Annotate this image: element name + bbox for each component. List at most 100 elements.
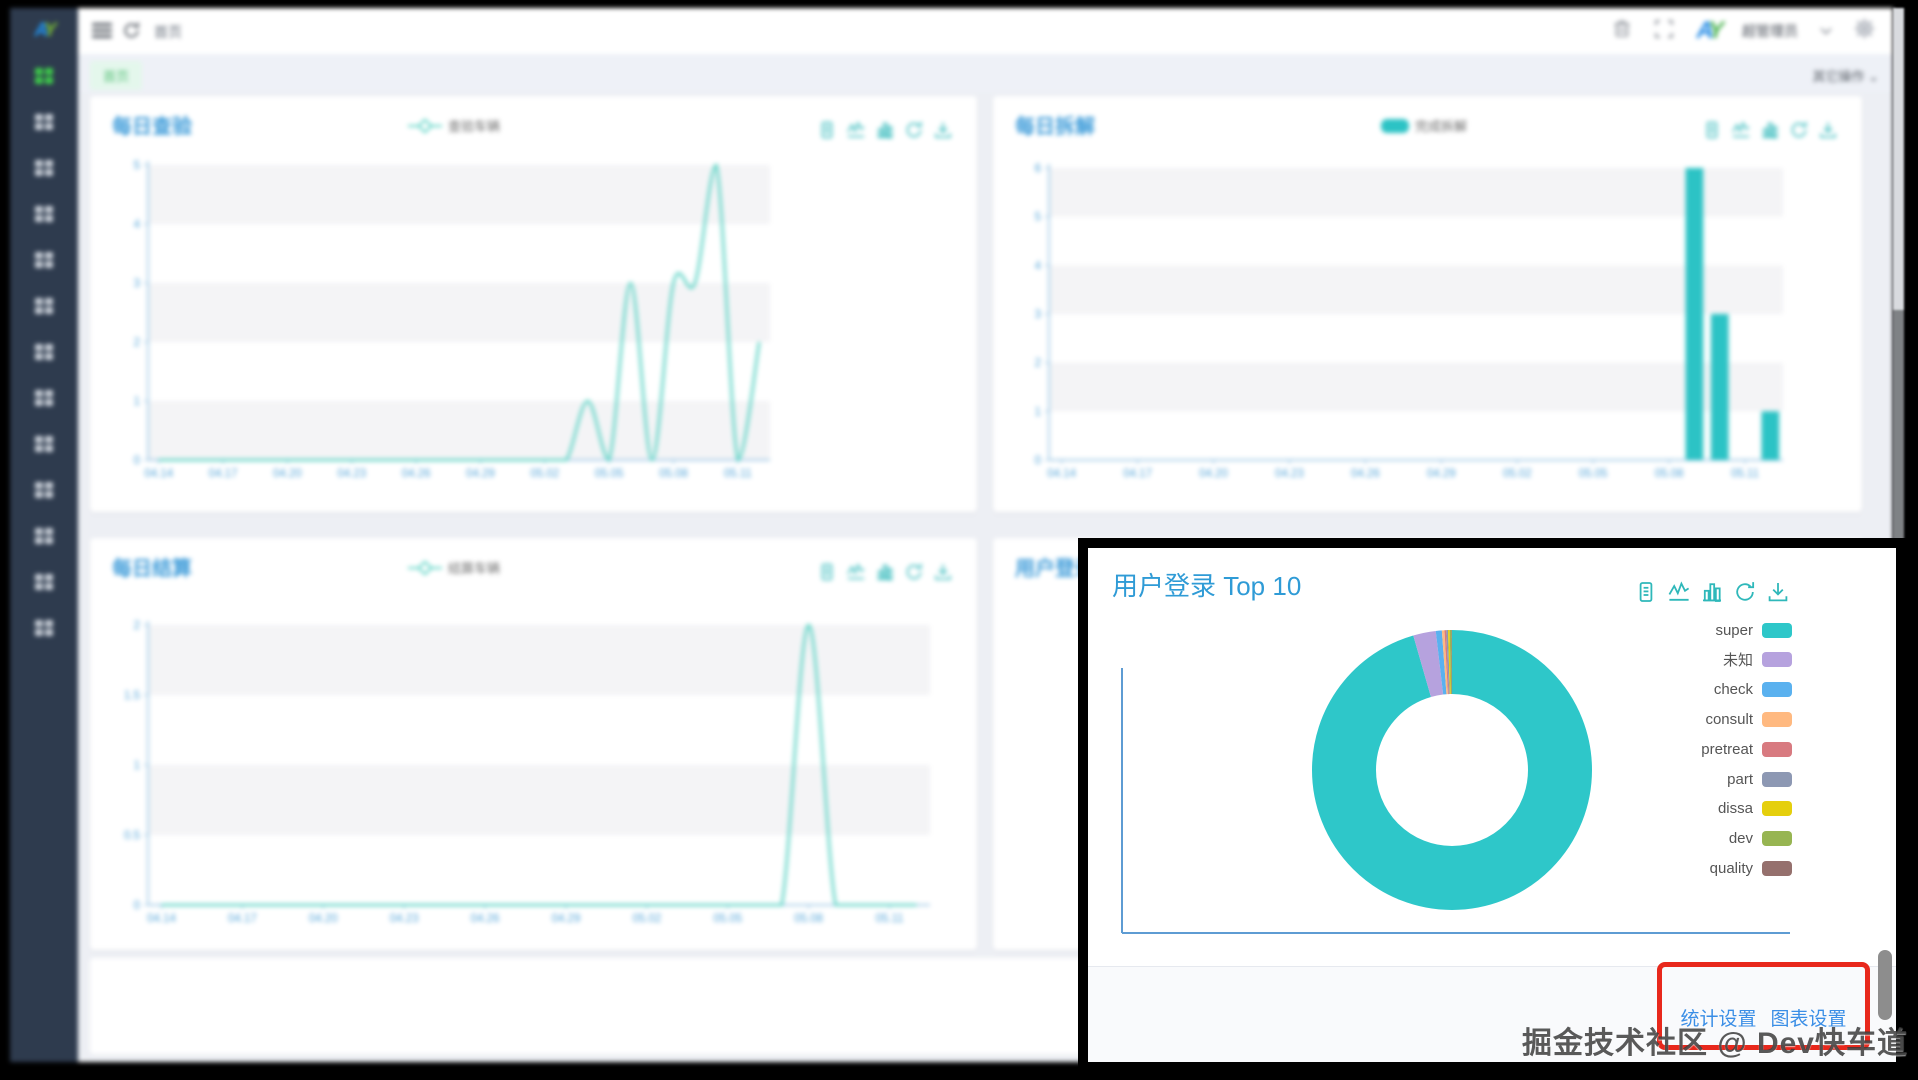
username[interactable]: 超管理员 bbox=[1742, 23, 1798, 39]
legend-item-check[interactable]: check bbox=[1714, 681, 1792, 699]
doc-icon[interactable] bbox=[1702, 120, 1722, 140]
line-chart-icon[interactable] bbox=[846, 562, 866, 582]
bar-chart-icon[interactable] bbox=[875, 562, 895, 582]
svg-text:04.26: 04.26 bbox=[402, 468, 431, 480]
sidebar-item-6[interactable] bbox=[35, 344, 53, 360]
sidebar-item-3[interactable] bbox=[35, 206, 53, 222]
doc-icon[interactable] bbox=[1634, 580, 1658, 609]
refresh-icon[interactable] bbox=[904, 562, 924, 582]
svg-text:3: 3 bbox=[1035, 309, 1041, 321]
download-icon[interactable] bbox=[933, 120, 953, 140]
sidebar-item-9[interactable] bbox=[35, 482, 53, 498]
legend-swatch bbox=[1762, 711, 1792, 727]
card-toolbar bbox=[817, 120, 953, 140]
sidebar-item-2[interactable] bbox=[35, 160, 53, 176]
fullscreen-icon[interactable] bbox=[1654, 19, 1674, 44]
svg-text:04.23: 04.23 bbox=[390, 913, 419, 925]
card-daily-dismantle: 每日拆解 完成拆解 0 1 2 3 4 5 6 04.14 04.17 04.20 04.23 04.… bbox=[993, 96, 1862, 512]
stats-settings-link[interactable]: 统计设置 bbox=[1680, 1009, 1757, 1030]
panel-title: 用户登录 Top 10 bbox=[1112, 571, 1302, 601]
gear-icon[interactable] bbox=[1854, 18, 1875, 44]
bar-chart-icon[interactable] bbox=[1760, 120, 1780, 140]
svg-text:04.17: 04.17 bbox=[1123, 468, 1152, 480]
legend-item[interactable]: 完成拆解 bbox=[1381, 116, 1467, 135]
sidebar-item-4[interactable] bbox=[35, 252, 53, 268]
refresh-icon[interactable] bbox=[1733, 580, 1757, 609]
tab-home[interactable]: 首页 bbox=[90, 61, 143, 90]
sidebar-item-11[interactable] bbox=[35, 574, 53, 590]
doc-icon[interactable] bbox=[817, 120, 837, 140]
legend-item-part[interactable]: part bbox=[1727, 770, 1792, 788]
legend-item-consult[interactable]: consult bbox=[1705, 710, 1792, 728]
refresh-icon[interactable] bbox=[904, 120, 924, 140]
bar-chart-icon[interactable] bbox=[1700, 580, 1724, 609]
svg-text:04.29: 04.29 bbox=[466, 468, 495, 480]
hamburger-icon[interactable] bbox=[92, 23, 112, 38]
line-chart-icon[interactable] bbox=[846, 120, 866, 140]
zoom-overlay-border: 用户登录 Top 10 super 未知 check consult pretreat p… bbox=[1078, 538, 1918, 1080]
svg-text:5: 5 bbox=[1035, 212, 1041, 224]
download-icon[interactable] bbox=[1818, 120, 1838, 140]
legend-item-quality[interactable]: quality bbox=[1710, 859, 1792, 877]
svg-text:0: 0 bbox=[134, 900, 140, 912]
refresh-icon[interactable] bbox=[122, 21, 141, 45]
svg-text:04.14: 04.14 bbox=[1047, 468, 1076, 480]
card-daily-inspection: 每日查验 查验车辆 0 1 2 3 4 5 04.14 04.17 04.20 04.23 04.2… bbox=[90, 96, 977, 512]
legend-swatch bbox=[1762, 622, 1792, 638]
dashboard-background: AY 首页 bbox=[10, 8, 1893, 1062]
svg-text:04.20: 04.20 bbox=[1199, 468, 1228, 480]
panel-scrollbar-thumb[interactable] bbox=[1878, 950, 1892, 1020]
line-chart-icon[interactable] bbox=[1667, 580, 1691, 609]
donut-chart bbox=[1121, 630, 1790, 934]
doc-icon[interactable] bbox=[817, 562, 837, 582]
sidebar: AY bbox=[10, 8, 78, 1062]
more-actions-dropdown[interactable]: 其它操作 ⌄ bbox=[1812, 69, 1879, 84]
card-toolbar bbox=[817, 562, 953, 582]
download-icon[interactable] bbox=[1766, 580, 1790, 609]
legend-item-dissa[interactable]: dissa bbox=[1718, 800, 1792, 818]
svg-text:1.5: 1.5 bbox=[124, 690, 140, 702]
svg-text:04.29: 04.29 bbox=[1427, 468, 1456, 480]
breadcrumb[interactable]: 首页 bbox=[154, 24, 182, 40]
svg-text:1: 1 bbox=[134, 760, 140, 772]
svg-text:04.17: 04.17 bbox=[209, 468, 238, 480]
sidebar-item-8[interactable] bbox=[35, 436, 53, 452]
line-chart-icon[interactable] bbox=[1731, 120, 1751, 140]
legend-item[interactable]: 查验车辆 bbox=[408, 116, 500, 135]
user-login-panel: 用户登录 Top 10 super 未知 check consult pretreat p… bbox=[1088, 548, 1896, 1062]
svg-text:05.02: 05.02 bbox=[632, 913, 661, 925]
card-title: 每日查验 bbox=[112, 116, 192, 138]
svg-text:05.08: 05.08 bbox=[1655, 468, 1684, 480]
svg-text:0.5: 0.5 bbox=[124, 830, 140, 842]
annotation-highlight-box: 统计设置 图表设置 bbox=[1657, 962, 1870, 1050]
svg-text:04.23: 04.23 bbox=[1275, 468, 1304, 480]
svg-text:05.05: 05.05 bbox=[1579, 468, 1608, 480]
sidebar-item-12[interactable] bbox=[35, 620, 53, 636]
legend-item-super[interactable]: super bbox=[1715, 621, 1792, 639]
trash-icon[interactable] bbox=[1612, 18, 1632, 44]
svg-text:4: 4 bbox=[1035, 260, 1042, 272]
svg-text:4: 4 bbox=[134, 219, 141, 231]
sidebar-item-0[interactable] bbox=[35, 68, 53, 84]
refresh-icon[interactable] bbox=[1789, 120, 1809, 140]
svg-text:05.11: 05.11 bbox=[1731, 468, 1759, 480]
legend-swatch bbox=[1762, 860, 1792, 876]
legend-item-未知[interactable]: 未知 bbox=[1723, 651, 1792, 669]
svg-text:04.20: 04.20 bbox=[309, 913, 338, 925]
chart-settings-link[interactable]: 图表设置 bbox=[1770, 1009, 1847, 1030]
sidebar-item-7[interactable] bbox=[35, 390, 53, 406]
svg-text:05.11: 05.11 bbox=[876, 913, 904, 925]
sidebar-item-1[interactable] bbox=[35, 114, 53, 130]
legend-item[interactable]: 结算车辆 bbox=[408, 558, 500, 577]
svg-text:05.02: 05.02 bbox=[1503, 468, 1532, 480]
download-icon[interactable] bbox=[933, 562, 953, 582]
svg-text:04.26: 04.26 bbox=[471, 913, 500, 925]
sidebar-item-5[interactable] bbox=[35, 298, 53, 314]
bar-chart-icon[interactable] bbox=[875, 120, 895, 140]
legend-item-dev[interactable]: dev bbox=[1729, 830, 1792, 848]
sidebar-item-10[interactable] bbox=[35, 528, 53, 544]
user-caret-icon[interactable] bbox=[1820, 22, 1832, 40]
legend-item-pretreat[interactable]: pretreat bbox=[1701, 740, 1792, 758]
svg-text:2: 2 bbox=[1035, 358, 1041, 370]
